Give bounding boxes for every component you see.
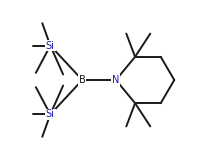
Text: Si: Si [46, 109, 55, 119]
Text: Si: Si [46, 41, 55, 51]
Text: N: N [112, 75, 120, 85]
Text: B: B [79, 75, 86, 85]
